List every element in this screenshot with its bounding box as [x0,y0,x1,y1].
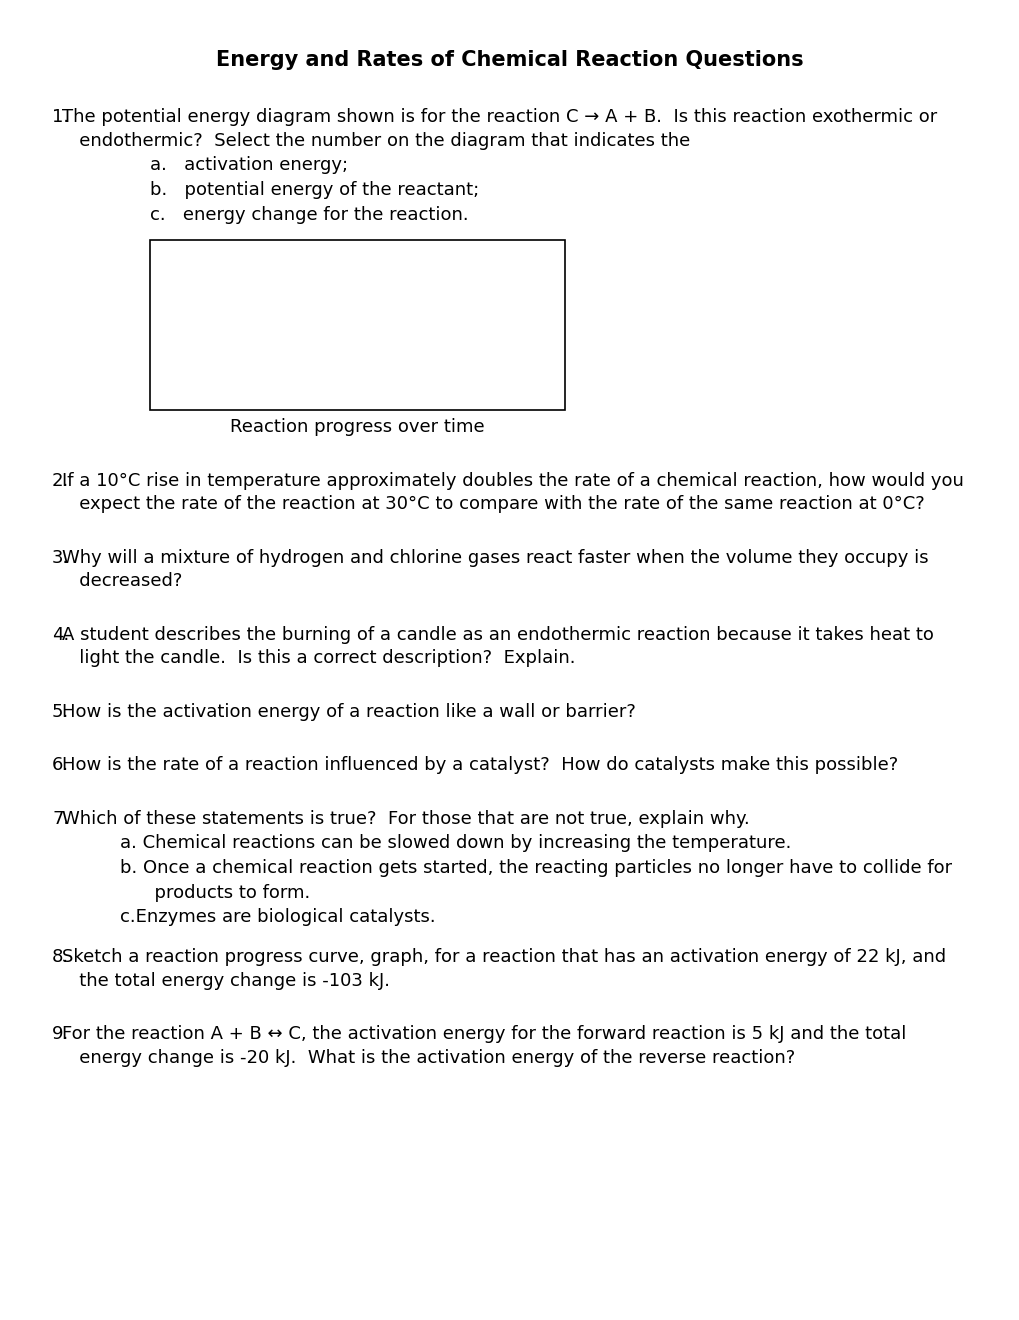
Text: 5.: 5. [52,702,69,721]
Text: For the reaction A + B ↔ C, the activation energy for the forward reaction is 5 : For the reaction A + B ↔ C, the activati… [62,1026,906,1043]
Text: c.   energy change for the reaction.: c. energy change for the reaction. [150,206,468,223]
Text: b. Once a chemical reaction gets started, the reacting particles no longer have : b. Once a chemical reaction gets started… [120,859,951,876]
Bar [150,240,565,411]
Text: 6.: 6. [52,756,69,775]
Text: a.   activation energy;: a. activation energy; [150,156,347,174]
Text: expect the rate of the reaction at 30°C to compare with the rate of the same rea: expect the rate of the reaction at 30°C … [62,495,924,513]
Text: energy change is -20 kJ.  What is the activation energy of the reverse reaction?: energy change is -20 kJ. What is the act… [62,1048,795,1067]
Text: 2.: 2. [52,471,69,490]
Text: 7.: 7. [52,809,69,828]
Text: 3.: 3. [52,549,69,566]
Text: Energy and Rates of Chemical Reaction Questions: Energy and Rates of Chemical Reaction Qu… [216,50,803,70]
Text: c.Enzymes are biological catalysts.: c.Enzymes are biological catalysts. [120,908,435,927]
Text: b.   potential energy of the reactant;: b. potential energy of the reactant; [150,181,479,199]
Text: How is the rate of a reaction influenced by a catalyst?  How do catalysts make t: How is the rate of a reaction influenced… [62,756,898,775]
Text: 9.: 9. [52,1026,69,1043]
Text: endothermic?  Select the number on the diagram that indicates the: endothermic? Select the number on the di… [62,132,690,149]
Text: light the candle.  Is this a correct description?  Explain.: light the candle. Is this a correct desc… [62,649,575,667]
Text: products to form.: products to form. [120,883,310,902]
Text: Sketch a reaction progress curve, graph, for a reaction that has an activation e: Sketch a reaction progress curve, graph,… [62,948,946,966]
Text: Reaction progress over time: Reaction progress over time [230,418,484,436]
Text: 4.: 4. [52,626,69,644]
Text: decreased?: decreased? [62,572,182,590]
Text: The potential energy diagram shown is for the reaction C → A + B.  Is this react: The potential energy diagram shown is fo… [62,108,936,125]
Text: 8.: 8. [52,948,69,966]
Text: A student describes the burning of a candle as an endothermic reaction because i: A student describes the burning of a can… [62,626,933,644]
Text: 1.: 1. [52,108,69,125]
Text: a. Chemical reactions can be slowed down by increasing the temperature.: a. Chemical reactions can be slowed down… [120,834,791,853]
Text: Why will a mixture of hydrogen and chlorine gases react faster when the volume t: Why will a mixture of hydrogen and chlor… [62,549,927,566]
Text: If a 10°C rise in temperature approximately doubles the rate of a chemical react: If a 10°C rise in temperature approximat… [62,471,963,490]
Text: the total energy change is -103 kJ.: the total energy change is -103 kJ. [62,972,389,990]
Text: How is the activation energy of a reaction like a wall or barrier?: How is the activation energy of a reacti… [62,702,635,721]
Text: Which of these statements is true?  For those that are not true, explain why.: Which of these statements is true? For t… [62,809,749,828]
